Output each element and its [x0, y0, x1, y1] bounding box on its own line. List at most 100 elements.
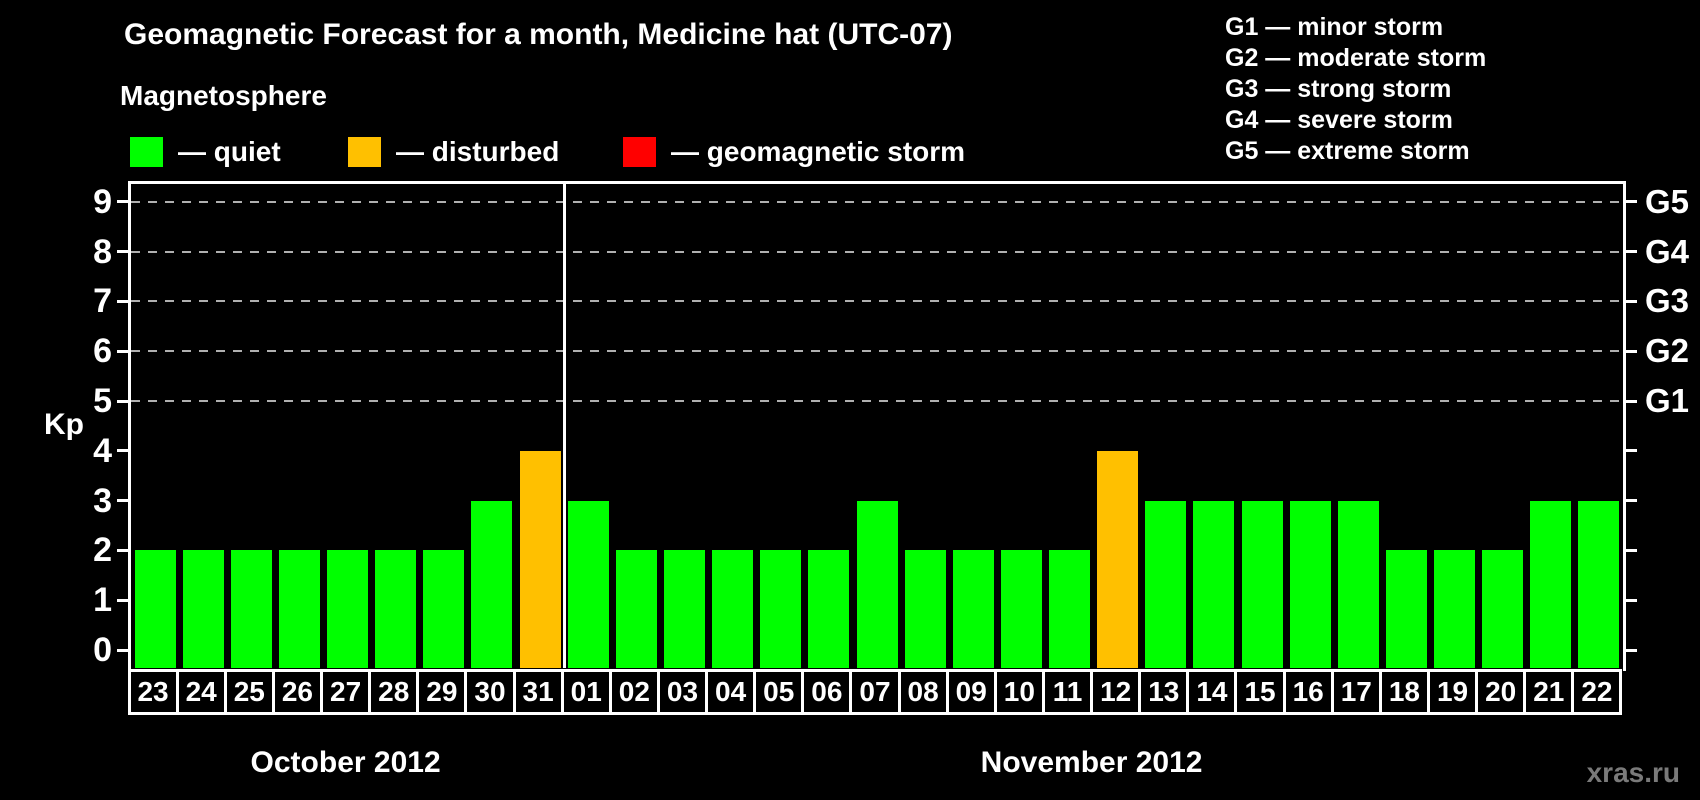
- kp-bar-day-24: [182, 550, 224, 668]
- day-label-cell: 20: [1475, 669, 1527, 715]
- y-tick: [117, 548, 128, 552]
- day-label-cell: 25: [223, 669, 275, 715]
- legend-label: — geomagnetic storm: [671, 136, 966, 167]
- day-label-cell: 07: [849, 669, 901, 715]
- y-tick: [117, 449, 128, 453]
- g-level-label: G3: [1645, 282, 1690, 320]
- y-tick-label: 2: [93, 531, 112, 570]
- kp-bar-day-28: [375, 550, 417, 668]
- day-label-cell: 14: [1186, 669, 1238, 715]
- grid-line-g5: [131, 200, 1623, 203]
- month-label-november: November 2012: [980, 746, 1203, 779]
- y-tick-label: 6: [93, 332, 112, 371]
- day-label-cell: 12: [1090, 669, 1142, 715]
- storm-swatch-icon: [623, 137, 656, 167]
- day-label-cell: 15: [1234, 669, 1286, 715]
- plot-right-border: [1623, 181, 1626, 671]
- right-tick: [1626, 598, 1637, 602]
- y-tick: [117, 299, 128, 303]
- kp-bar-day-05: [760, 550, 802, 668]
- plot-left-border: [128, 181, 131, 671]
- kp-bar-day-19: [1434, 550, 1476, 668]
- day-label-cell: 02: [608, 669, 660, 715]
- day-label-cell: 16: [1282, 669, 1334, 715]
- y-tick-label: 9: [93, 182, 112, 221]
- quiet-swatch-icon: [130, 137, 163, 167]
- day-label-cell: 24: [175, 669, 227, 715]
- g-level-label: G1: [1645, 382, 1690, 419]
- y-tick-label: 1: [93, 581, 112, 620]
- day-label-cell: 03: [656, 669, 709, 715]
- right-tick: [1626, 200, 1637, 204]
- day-label-cell: 18: [1378, 669, 1430, 715]
- kp-bar-day-09: [952, 550, 994, 668]
- day-label-cell: 28: [368, 669, 420, 715]
- legend-item-disturbed: — disturbed: [348, 136, 560, 167]
- day-label-cell: 08: [897, 669, 949, 715]
- g-scale-line: G2 — moderate storm: [1225, 44, 1487, 72]
- y-tick: [117, 399, 128, 403]
- right-tick: [1626, 250, 1637, 254]
- day-label-cell: 13: [1138, 669, 1190, 715]
- right-tick: [1626, 499, 1637, 503]
- kp-bar-day-20: [1482, 550, 1524, 668]
- day-label-cell: 30: [464, 669, 516, 715]
- day-label-cell: 29: [416, 669, 468, 715]
- legend-label: — quiet: [178, 136, 281, 167]
- day-label-cell: 06: [801, 669, 853, 715]
- kp-bar-day-14: [1193, 500, 1235, 668]
- y-tick-label: 0: [93, 631, 112, 669]
- y-tick-label: 8: [93, 232, 112, 271]
- grid-line-g1: [131, 400, 1623, 402]
- disturbed-swatch-icon: [348, 137, 381, 167]
- grid-line-g4: [131, 250, 1623, 253]
- day-label-cell: 11: [1041, 669, 1094, 715]
- watermark: xras.ru: [1586, 757, 1680, 788]
- day-label-cell: 19: [1426, 669, 1479, 715]
- kp-bar-day-07: [856, 500, 898, 668]
- kp-bar-day-10: [1000, 550, 1042, 668]
- y-tick: [117, 648, 128, 652]
- right-tick: [1626, 548, 1637, 552]
- kp-bar-day-29: [423, 550, 465, 668]
- kp-bar-day-11: [1049, 550, 1091, 668]
- kp-bar-day-04: [712, 550, 754, 668]
- g-level-label: G5: [1645, 182, 1690, 220]
- day-label-cell: 22: [1571, 669, 1623, 715]
- day-label-cell: 04: [705, 669, 757, 715]
- kp-bar-day-03: [663, 550, 705, 668]
- g-level-label: G2: [1645, 332, 1690, 370]
- plot-top-border: [128, 181, 1626, 184]
- day-label-cell: 23: [127, 669, 179, 715]
- day-label-cell: 31: [512, 669, 564, 715]
- kp-bar-day-17: [1337, 500, 1379, 668]
- g-scale-legend: G1 — minor storm G2 — moderate storm G3 — …: [1225, 12, 1486, 167]
- kp-bar-day-16: [1289, 500, 1331, 668]
- kp-bar-day-30: [471, 500, 513, 668]
- y-tick: [117, 200, 128, 204]
- y-tick-label: 7: [93, 282, 112, 321]
- legend-label: — disturbed: [396, 136, 560, 167]
- right-tick: [1626, 648, 1637, 652]
- right-tick: [1626, 399, 1637, 403]
- y-tick: [117, 598, 128, 602]
- day-label-cell: 10: [993, 669, 1045, 715]
- y-tick: [117, 499, 128, 503]
- kp-bar-day-31: [519, 450, 561, 668]
- kp-bar-day-06: [808, 550, 850, 668]
- kp-bar-day-13: [1145, 500, 1187, 668]
- grid-line-g2: [131, 350, 1623, 353]
- kp-bar-day-26: [278, 550, 320, 668]
- month-separator: [562, 184, 566, 668]
- magnetosphere-heading: Magnetosphere: [120, 80, 327, 111]
- g-scale-line: G3 — strong storm: [1225, 75, 1452, 103]
- kp-bar-day-08: [904, 550, 946, 668]
- kp-bar-day-22: [1578, 500, 1620, 668]
- kp-bar-day-27: [327, 550, 369, 668]
- legend-item-quiet: — quiet: [130, 136, 281, 167]
- day-label-cell: 17: [1330, 669, 1382, 715]
- right-tick: [1626, 349, 1637, 353]
- day-label-cell: 09: [945, 669, 997, 715]
- y-tick-label: 3: [93, 481, 112, 520]
